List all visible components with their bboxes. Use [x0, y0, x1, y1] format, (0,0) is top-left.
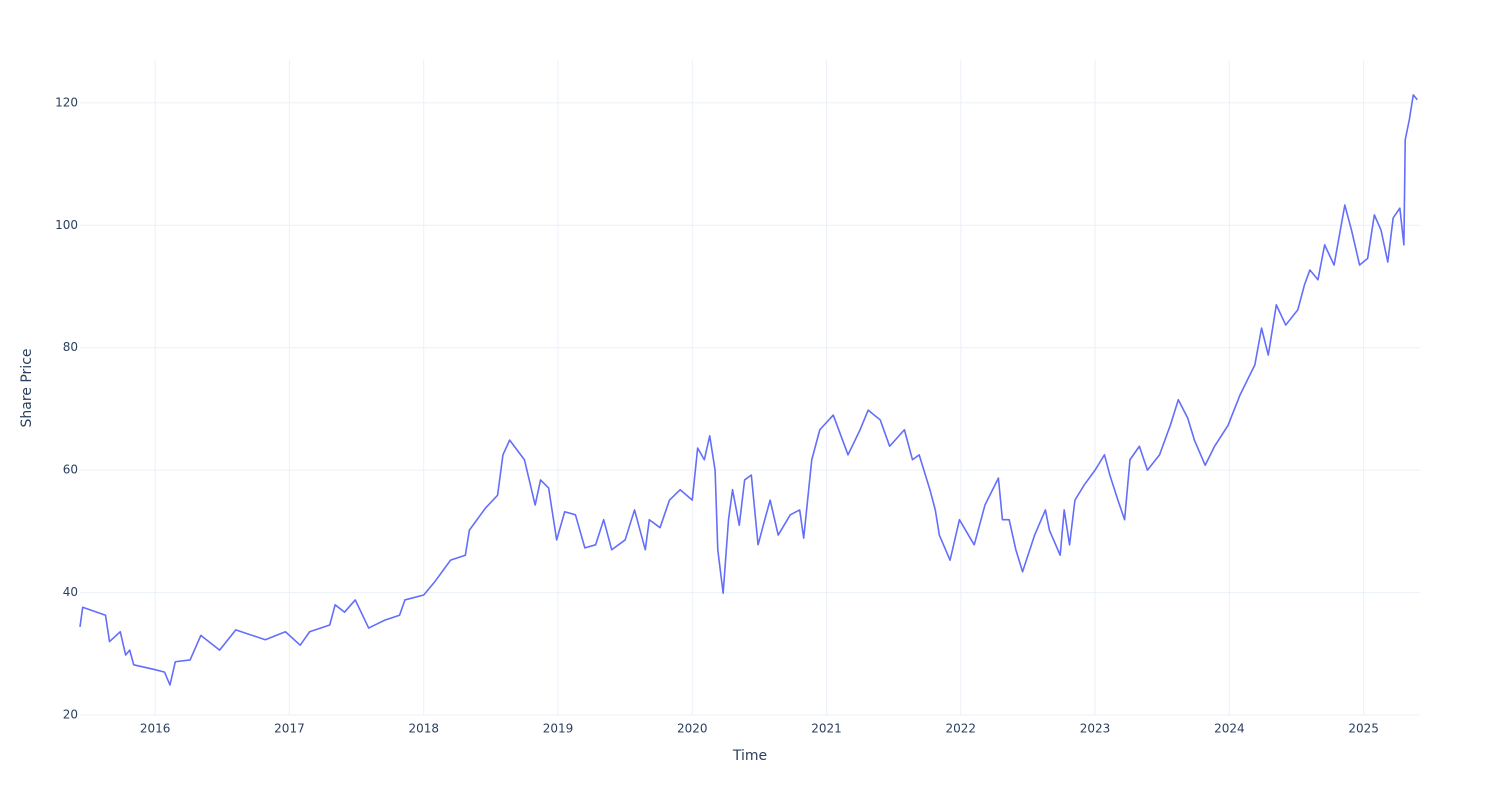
x-tick-label: 2020: [677, 722, 708, 736]
y-tick-label: 60: [63, 463, 78, 477]
x-tick-label: 2017: [274, 722, 305, 736]
price-line: [79, 94, 1418, 686]
x-tick-label: 2025: [1348, 722, 1379, 736]
x-tick-label: 2022: [946, 722, 977, 736]
x-tick-label: 2023: [1080, 722, 1111, 736]
x-axis-title: Time: [732, 748, 767, 764]
y-tick-label: 40: [63, 585, 78, 599]
y-tick-label: 120: [55, 95, 78, 109]
x-tick-label: 2018: [408, 722, 439, 736]
x-tick-label: 2019: [543, 722, 574, 736]
y-tick-label: 100: [55, 218, 78, 232]
y-tick-label: 20: [63, 708, 78, 722]
x-tick-label: 2021: [811, 722, 842, 736]
y-axis-title: Share Price: [19, 348, 35, 427]
x-tick-label: 2024: [1214, 722, 1245, 736]
x-tick-label: 2016: [140, 722, 171, 736]
y-tick-label: 80: [63, 340, 78, 354]
